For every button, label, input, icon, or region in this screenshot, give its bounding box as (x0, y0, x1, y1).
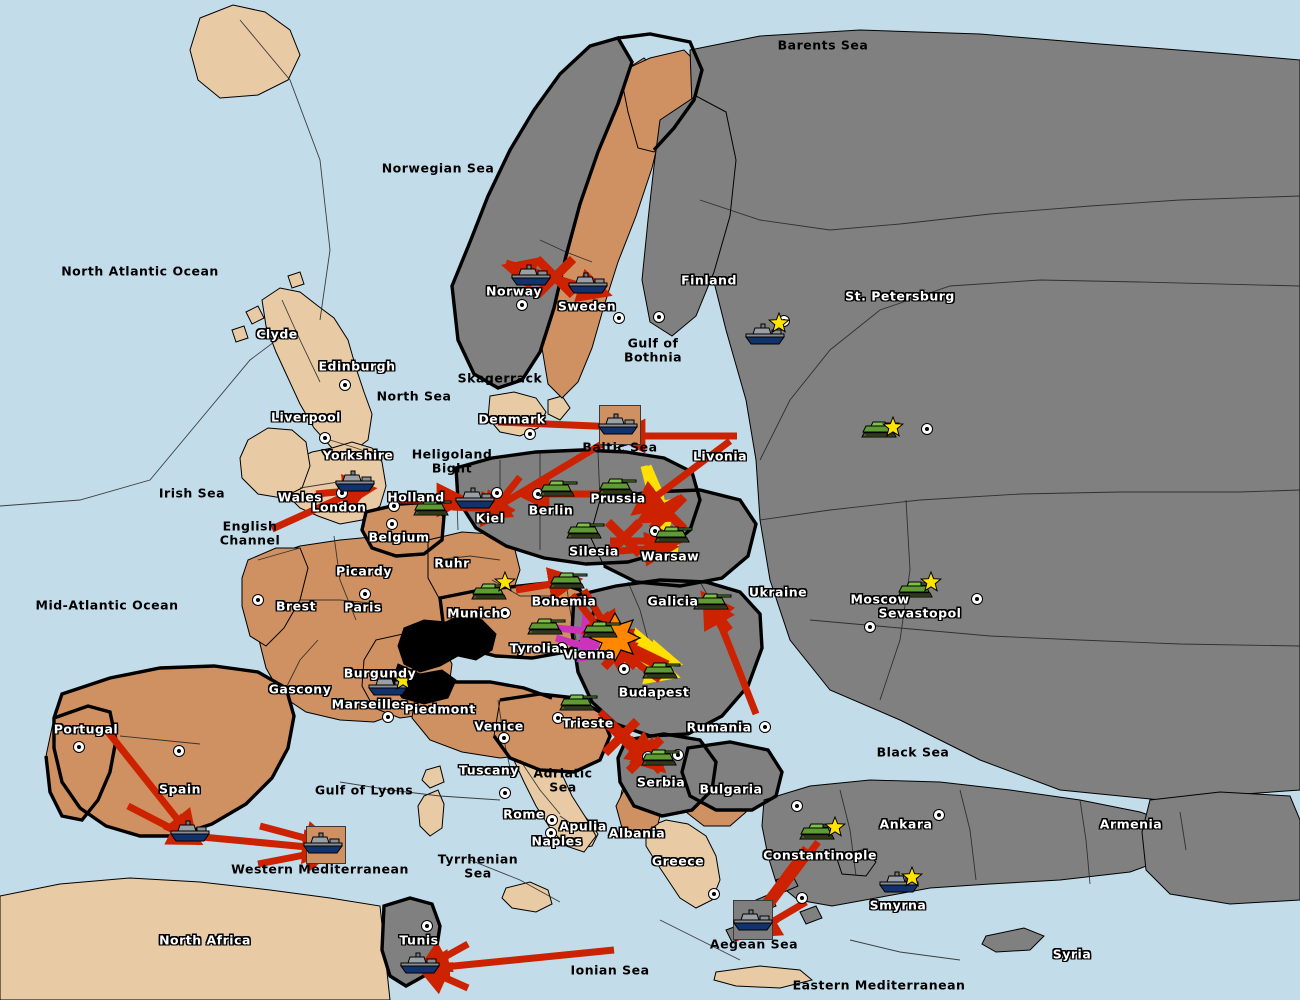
sevastopol-sc[interactable] (971, 593, 983, 605)
vienna-sc[interactable] (556, 642, 568, 654)
fleet-london[interactable] (333, 470, 377, 496)
army-budapest-icon[interactable] (641, 660, 681, 682)
fleet-kiel-icon[interactable] (453, 487, 497, 509)
army-galicia-icon[interactable] (692, 591, 732, 613)
fleet-spain-south-coast-icon[interactable] (168, 820, 212, 842)
fleet-smyrna[interactable] (877, 871, 921, 897)
army-constantinople-icon[interactable] (798, 821, 838, 843)
fleet-tunis[interactable] (398, 952, 442, 978)
budapest-sc[interactable] (618, 663, 630, 675)
army-moscow-icon[interactable] (860, 419, 900, 441)
army-munich-icon[interactable] (470, 581, 510, 603)
army-silesia[interactable] (565, 520, 605, 546)
army-holland[interactable] (412, 497, 452, 523)
fleet-marseilles[interactable] (366, 674, 410, 700)
denmark-sc[interactable] (524, 428, 536, 440)
paris-sc[interactable] (359, 588, 371, 600)
brest-sc[interactable] (252, 594, 264, 606)
army-bohemia-icon[interactable] (548, 570, 588, 592)
army-serbia[interactable] (640, 747, 680, 773)
army-munich[interactable] (470, 581, 510, 607)
kiel-sc[interactable] (491, 487, 503, 499)
army-warsaw[interactable] (653, 524, 693, 550)
fleet-sweden[interactable] (566, 272, 610, 298)
sweden-sc-2[interactable] (653, 311, 665, 323)
army-vienna-icon[interactable] (581, 619, 621, 641)
greece-sc[interactable] (708, 888, 720, 900)
fleet-spain-south-coast[interactable] (168, 820, 212, 846)
switzerland-impassable (391, 613, 497, 705)
fleet-norway-icon[interactable] (509, 264, 553, 286)
fleet-smyrna-icon[interactable] (877, 871, 921, 893)
fleet-aegean-sea-icon[interactable] (731, 909, 775, 931)
army-sevastopol[interactable] (896, 579, 936, 605)
army-prussia-icon[interactable] (597, 476, 637, 498)
spain-sc[interactable] (173, 745, 185, 757)
venice-sc[interactable] (498, 732, 510, 744)
fleet-london-icon[interactable] (333, 470, 377, 492)
army-serbia-icon[interactable] (640, 747, 680, 769)
fleet-norway[interactable] (509, 264, 553, 290)
army-vienna[interactable] (581, 619, 621, 645)
constantinople-sc[interactable] (791, 800, 803, 812)
ukraine-sc[interactable] (864, 621, 876, 633)
army-holland-icon[interactable] (412, 497, 452, 519)
fleet-sweden-icon[interactable] (566, 272, 610, 294)
army-trieste-icon[interactable] (558, 692, 598, 714)
fleet-baltic-sea-icon[interactable] (596, 413, 640, 435)
fleet-kiel[interactable] (453, 487, 497, 513)
army-berlin[interactable] (538, 478, 578, 504)
tuscany-sc[interactable] (499, 787, 511, 799)
fleet-st-petersburg[interactable] (743, 323, 787, 349)
rome-sc[interactable] (546, 814, 558, 826)
trieste-sc[interactable] (552, 712, 564, 724)
liverpool-sc[interactable] (319, 432, 331, 444)
army-silesia-icon[interactable] (565, 520, 605, 542)
army-warsaw-icon[interactable] (653, 524, 693, 546)
naples-sc[interactable] (545, 827, 557, 839)
tunis-sc[interactable] (421, 920, 433, 932)
army-tyrolia[interactable] (526, 616, 566, 642)
fleet-aegean-sea[interactable] (731, 909, 775, 935)
fleet-western-mediterranean[interactable] (301, 832, 345, 858)
bounce-markers (533, 255, 688, 775)
moscow-sc[interactable] (921, 423, 933, 435)
army-trieste[interactable] (558, 692, 598, 718)
marseilles-sc[interactable] (382, 711, 394, 723)
munich-sc[interactable] (499, 607, 511, 619)
move-arrows (105, 257, 821, 995)
smyrna-sc[interactable] (796, 892, 808, 904)
fleet-baltic-sea[interactable] (596, 413, 640, 439)
army-budapest[interactable] (641, 660, 681, 686)
edinburgh-sc[interactable] (339, 379, 351, 391)
norway-sc[interactable] (516, 299, 528, 311)
portugal-sc[interactable] (73, 741, 85, 753)
army-galicia[interactable] (692, 591, 732, 617)
army-moscow[interactable] (860, 419, 900, 445)
fleet-st-petersburg-icon[interactable] (743, 323, 787, 345)
sweden-sc[interactable] (613, 312, 625, 324)
fleet-marseilles-icon[interactable] (366, 674, 410, 696)
ankara-sc[interactable] (933, 809, 945, 821)
fleet-tunis-icon[interactable] (398, 952, 442, 974)
army-constantinople[interactable] (798, 821, 838, 847)
fleet-western-mediterranean-icon[interactable] (301, 832, 345, 854)
rumania-sc[interactable] (759, 721, 771, 733)
holland-sc[interactable] (388, 500, 400, 512)
army-prussia[interactable] (597, 476, 637, 502)
army-bohemia[interactable] (548, 570, 588, 596)
belgium-sc[interactable] (386, 518, 398, 530)
army-tyrolia-icon[interactable] (526, 616, 566, 638)
army-sevastopol-icon[interactable] (896, 579, 936, 601)
army-berlin-icon[interactable] (538, 478, 578, 500)
